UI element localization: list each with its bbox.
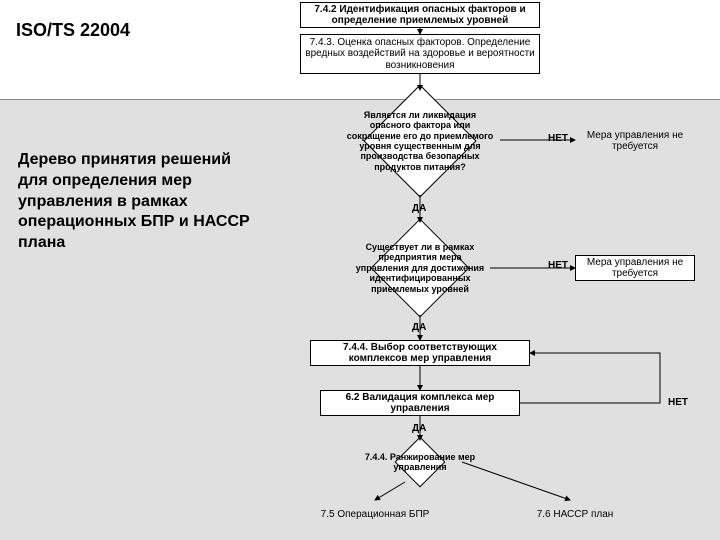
decision-elimination-text: Является ли ликвидация опасного фактора … xyxy=(345,94,495,188)
page-title: ISO/TS 22004 xyxy=(16,20,130,41)
box-bpr-text: 7.5 Операционная БПР xyxy=(321,509,430,521)
label-no-1: НЕТ xyxy=(548,133,568,144)
decision-measure-exists-text: Существует ли в рамках предприятия мера … xyxy=(355,226,485,310)
box-no-control-1-text: Мера управления не требуется xyxy=(579,130,691,153)
label-yes-2: ДА xyxy=(412,322,426,333)
box-identification-text: 7.4.2 Идентификация опасных факторов и о… xyxy=(305,4,535,27)
decision-ranking: 7.4.4. Ранжирование мер управления xyxy=(378,438,462,486)
label-yes-3: ДА xyxy=(412,423,426,434)
box-no-control-2: Мера управления не требуется xyxy=(575,255,695,281)
box-haccp: 7.6 НАССР план xyxy=(510,500,640,530)
box-validation: 6.2 Валидация комплекса мер управления xyxy=(320,390,520,416)
box-select-measures: 7.4.4. Выбор соответствующих комплексов … xyxy=(310,340,530,366)
decision-measure-exists: Существует ли в рамках предприятия мера … xyxy=(350,218,490,318)
decision-elimination: Является ли ликвидация опасного фактора … xyxy=(340,86,500,196)
box-bpr: 7.5 Операционная БПР xyxy=(310,500,440,530)
page-subtitle: Дерево принятия решений для определения … xyxy=(18,150,258,254)
label-no-2: НЕТ xyxy=(548,260,568,271)
box-no-control-2-text: Мера управления не требуется xyxy=(580,257,690,280)
box-haccp-text: 7.6 НАССР план xyxy=(537,509,614,521)
box-validation-text: 6.2 Валидация комплекса мер управления xyxy=(325,392,515,415)
label-yes-1: ДА xyxy=(412,203,426,214)
box-identification: 7.4.2 Идентификация опасных факторов и о… xyxy=(300,2,540,28)
decision-ranking-text: 7.4.4. Ранжирование мер управления xyxy=(350,450,490,474)
box-assessment-text: 7.4.3. Оценка опасных факторов. Определе… xyxy=(305,37,535,72)
box-select-measures-text: 7.4.4. Выбор соответствующих комплексов … xyxy=(315,342,525,365)
box-no-control-1: Мера управления не требуется xyxy=(575,128,695,154)
label-no-3: НЕТ xyxy=(668,397,688,408)
box-assessment: 7.4.3. Оценка опасных факторов. Определе… xyxy=(300,34,540,74)
